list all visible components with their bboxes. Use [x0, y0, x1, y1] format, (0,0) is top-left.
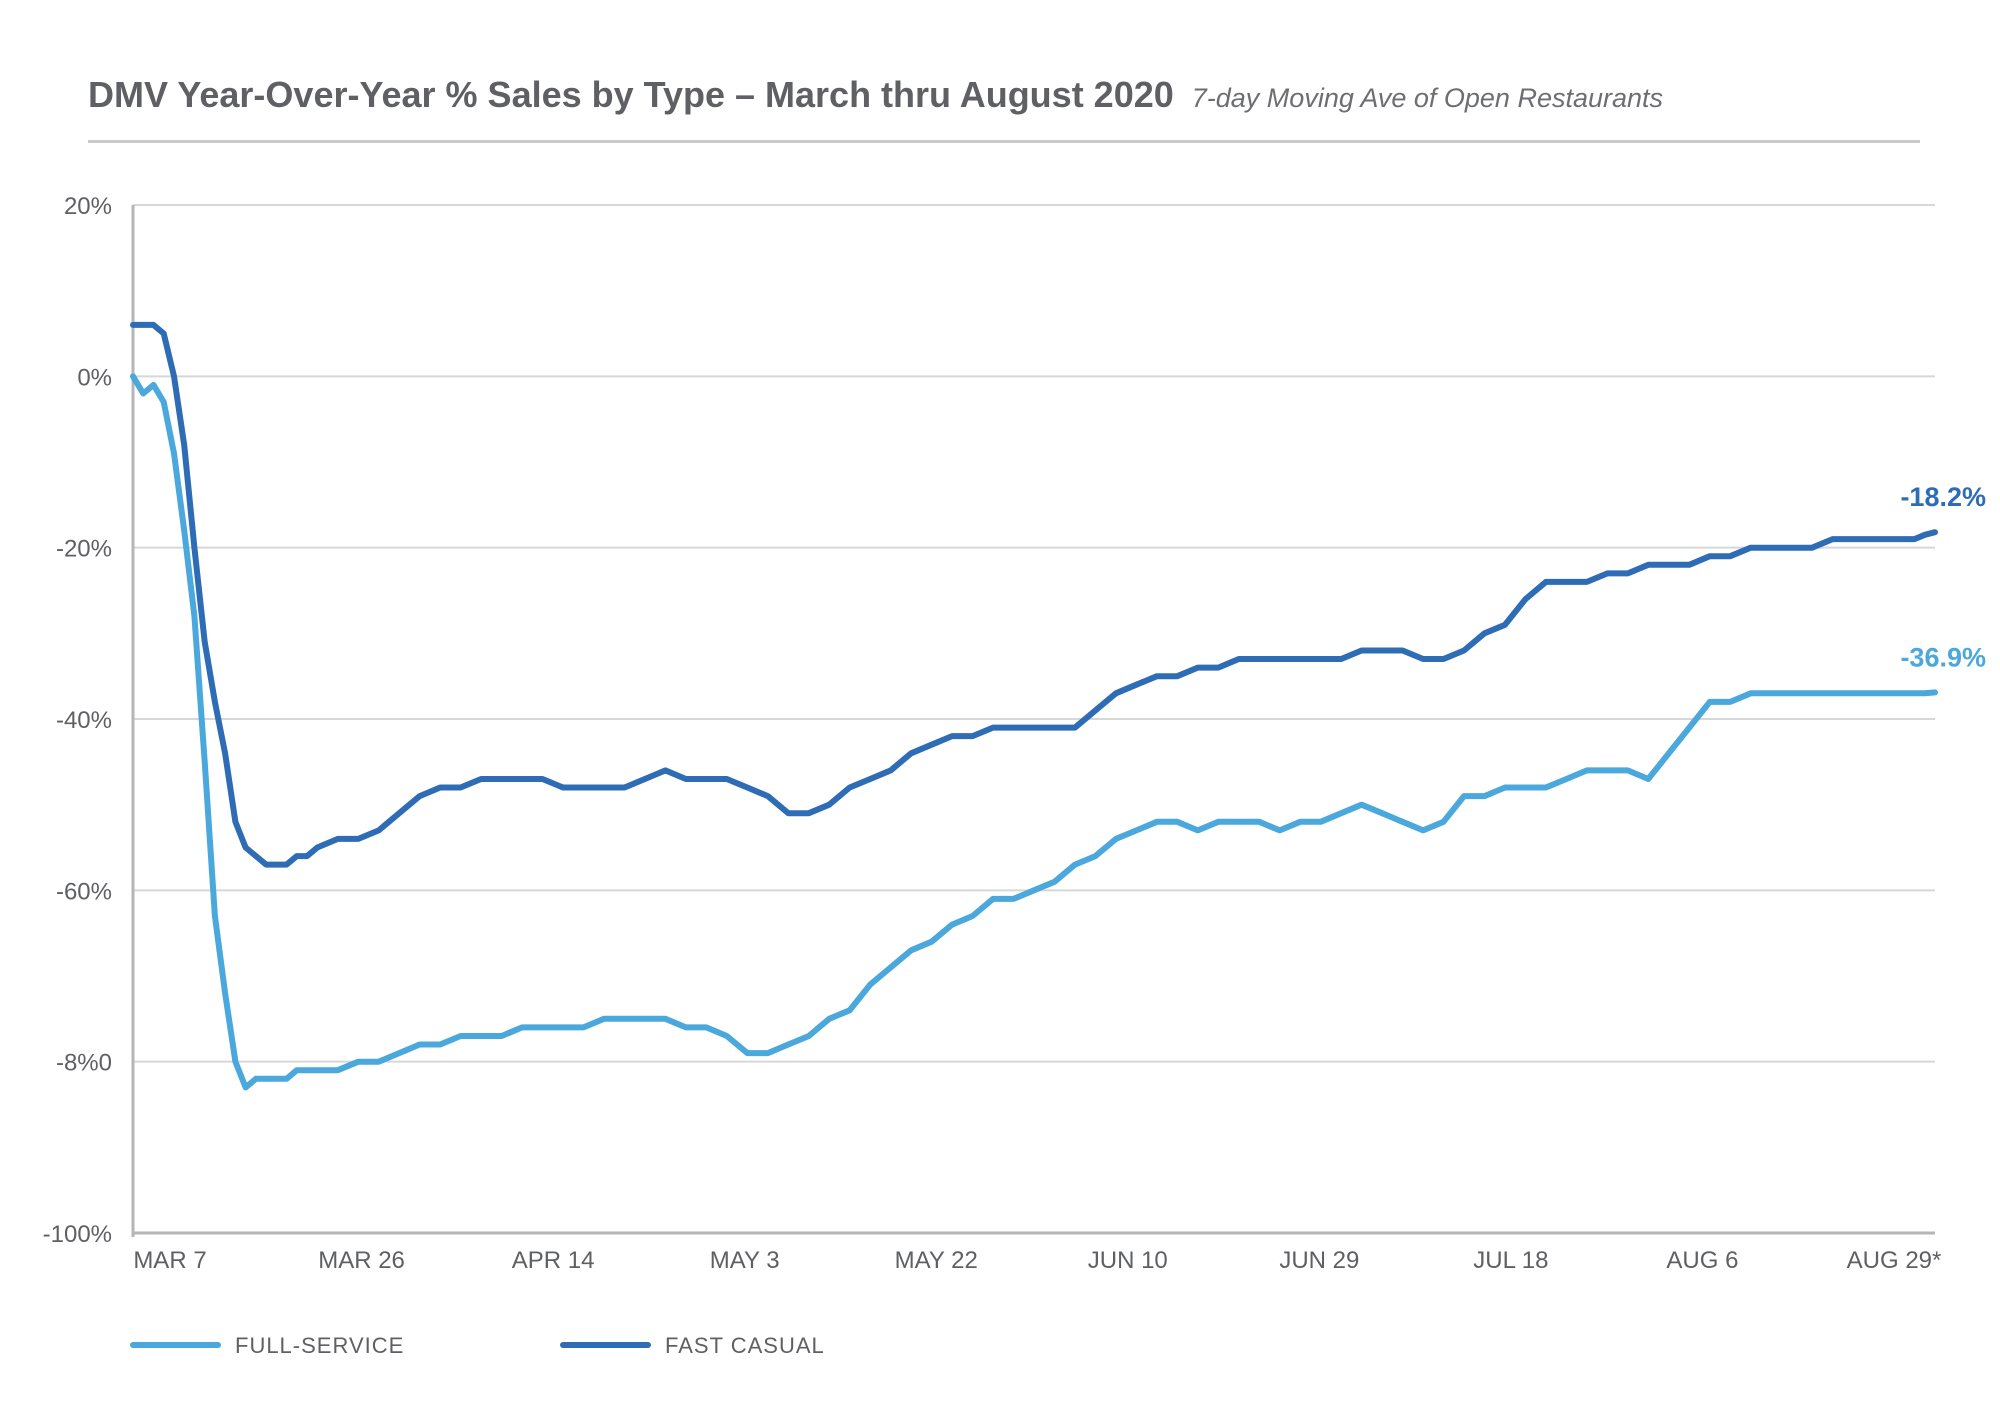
legend-label: FAST CASUAL: [665, 1333, 825, 1358]
y-tick-label: -20%: [56, 536, 112, 563]
x-tick-label: AUG 29*: [1847, 1247, 1942, 1274]
x-tick-label: MAR 7: [133, 1247, 206, 1274]
title-divider: [88, 140, 1920, 143]
x-tick-label: MAR 26: [318, 1247, 405, 1274]
x-tick-label: APR 14: [512, 1247, 595, 1274]
end-value-label: -36.9%: [1900, 642, 1986, 672]
x-tick-label: JUN 10: [1088, 1247, 1168, 1274]
x-tick-label: MAY 22: [895, 1247, 978, 1274]
x-tick-label: JUL 18: [1473, 1247, 1548, 1274]
y-tick-label: -60%: [56, 878, 112, 905]
y-tick-label: 20%: [64, 193, 112, 220]
x-tick-label: JUN 29: [1279, 1247, 1359, 1274]
y-tick-label: -100%: [43, 1221, 112, 1248]
y-tick-label: -8%0: [56, 1050, 112, 1077]
x-tick-labels: MAR 7 MAR 26 APR 14 MAY 3 MAY 22 JUN 10 JUN 29…: [133, 1247, 1941, 1274]
x-tick-label: AUG 6: [1666, 1247, 1738, 1274]
chart-subtitle: 7-day Moving Ave of Open Restaurants: [1191, 83, 1664, 113]
y-tick-label: 0%: [77, 364, 112, 391]
end-labels: -36.9% -18.2%: [1900, 482, 1986, 672]
legend-label: FULL-SERVICE: [235, 1333, 404, 1358]
series-line-full-service: [130, 373, 1938, 1091]
y-tick-label: -40%: [56, 707, 112, 734]
series-lines: [130, 321, 1938, 1091]
axes: [131, 205, 1935, 1237]
x-tick-label: MAY 3: [710, 1247, 780, 1274]
grid-lines: [133, 204, 1935, 1063]
y-tick-labels: 20% 0% -20% -40% -60% -8%0 -100%: [43, 193, 112, 1248]
legend: FULL-SERVICE FAST CASUAL: [130, 1333, 825, 1358]
chart-title: DMV Year-Over-Year % Sales by Type – Mar…: [88, 74, 1174, 115]
end-value-label: -18.2%: [1900, 482, 1986, 512]
series-line-fast-casual: [130, 321, 1938, 868]
title-row: DMV Year-Over-Year % Sales by Type – Mar…: [88, 74, 1918, 116]
